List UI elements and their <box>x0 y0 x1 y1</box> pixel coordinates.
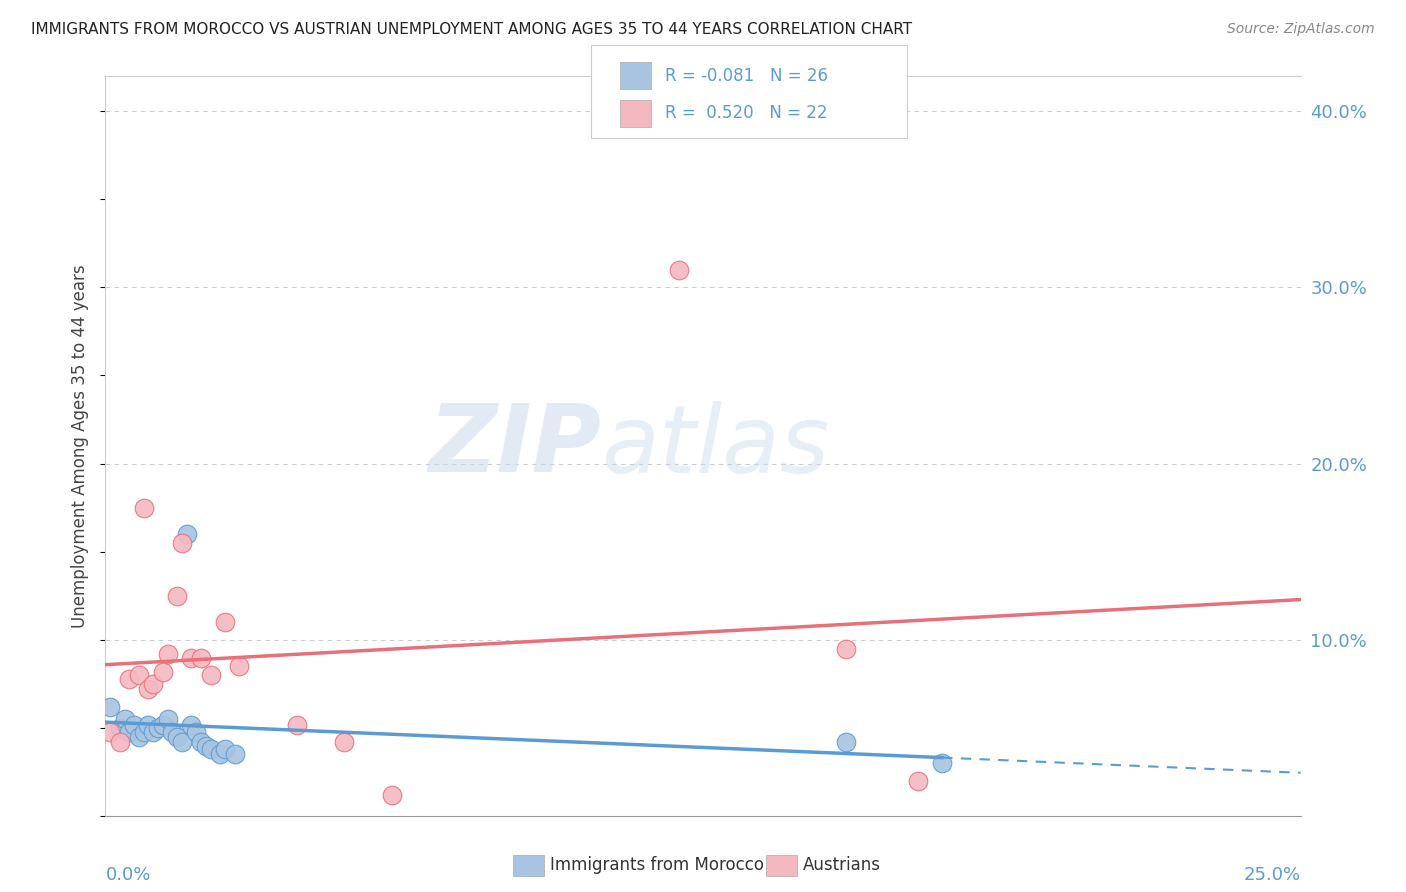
Point <box>128 730 150 744</box>
Point <box>285 717 308 731</box>
Point <box>214 615 236 630</box>
Y-axis label: Unemployment Among Ages 35 to 44 years: Unemployment Among Ages 35 to 44 years <box>72 264 90 628</box>
Point <box>214 742 236 756</box>
Point <box>156 647 179 661</box>
Point <box>108 735 131 749</box>
Point <box>98 699 121 714</box>
Point <box>118 672 141 686</box>
Text: Source: ZipAtlas.com: Source: ZipAtlas.com <box>1227 22 1375 37</box>
Point <box>190 650 212 665</box>
Point <box>118 724 141 739</box>
Point <box>931 756 953 771</box>
Point <box>381 788 404 802</box>
Point <box>176 527 198 541</box>
Text: atlas: atlas <box>602 401 830 491</box>
Point <box>224 747 246 762</box>
Point <box>166 589 188 603</box>
Point <box>156 712 179 726</box>
Point <box>132 500 155 515</box>
Point <box>668 262 690 277</box>
Text: Austrians: Austrians <box>803 856 880 874</box>
Text: 25.0%: 25.0% <box>1243 865 1301 884</box>
Text: R =  0.520   N = 22: R = 0.520 N = 22 <box>665 104 828 122</box>
Point <box>152 665 174 679</box>
Point <box>108 721 131 735</box>
Point <box>146 721 169 735</box>
Point <box>166 730 188 744</box>
Point <box>200 742 222 756</box>
Point <box>190 735 212 749</box>
Point <box>138 682 160 697</box>
Point <box>170 735 193 749</box>
Point <box>162 724 184 739</box>
Text: R = -0.081   N = 26: R = -0.081 N = 26 <box>665 67 828 85</box>
Point <box>152 717 174 731</box>
Point <box>180 717 202 731</box>
Text: Immigrants from Morocco: Immigrants from Morocco <box>550 856 763 874</box>
Point <box>180 650 202 665</box>
Point <box>835 641 858 656</box>
Text: 0.0%: 0.0% <box>105 865 150 884</box>
Point <box>142 677 165 691</box>
Point <box>333 735 356 749</box>
Text: ZIP: ZIP <box>429 400 602 492</box>
Point <box>835 735 858 749</box>
Point <box>907 773 929 788</box>
Point <box>128 668 150 682</box>
Point <box>170 536 193 550</box>
Point <box>186 724 208 739</box>
Point <box>98 724 121 739</box>
Point <box>138 717 160 731</box>
Point <box>194 739 217 753</box>
Point <box>114 712 136 726</box>
Point <box>122 717 145 731</box>
Point <box>200 668 222 682</box>
Point <box>209 747 232 762</box>
Text: IMMIGRANTS FROM MOROCCO VS AUSTRIAN UNEMPLOYMENT AMONG AGES 35 TO 44 YEARS CORRE: IMMIGRANTS FROM MOROCCO VS AUSTRIAN UNEM… <box>31 22 912 37</box>
Point <box>228 659 250 673</box>
Point <box>132 724 155 739</box>
Point <box>142 724 165 739</box>
